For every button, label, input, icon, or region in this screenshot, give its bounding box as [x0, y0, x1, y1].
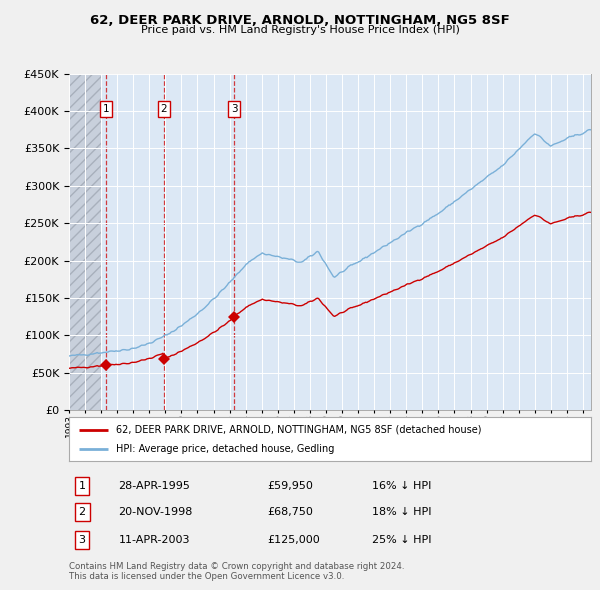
Text: £59,950: £59,950 [268, 481, 313, 491]
Text: Contains HM Land Registry data © Crown copyright and database right 2024.: Contains HM Land Registry data © Crown c… [69, 562, 404, 571]
Text: Price paid vs. HM Land Registry's House Price Index (HPI): Price paid vs. HM Land Registry's House … [140, 25, 460, 35]
Text: This data is licensed under the Open Government Licence v3.0.: This data is licensed under the Open Gov… [69, 572, 344, 581]
Text: 2: 2 [79, 507, 86, 517]
Text: 3: 3 [79, 535, 86, 545]
Text: £68,750: £68,750 [268, 507, 313, 517]
Text: £125,000: £125,000 [268, 535, 320, 545]
Text: 18% ↓ HPI: 18% ↓ HPI [372, 507, 431, 517]
Text: 3: 3 [231, 104, 238, 114]
Text: 2: 2 [160, 104, 167, 114]
Text: 1: 1 [79, 481, 86, 491]
Text: 11-APR-2003: 11-APR-2003 [119, 535, 190, 545]
Text: HPI: Average price, detached house, Gedling: HPI: Average price, detached house, Gedl… [116, 444, 334, 454]
Text: 62, DEER PARK DRIVE, ARNOLD, NOTTINGHAM, NG5 8SF (detached house): 62, DEER PARK DRIVE, ARNOLD, NOTTINGHAM,… [116, 425, 481, 434]
Text: 62, DEER PARK DRIVE, ARNOLD, NOTTINGHAM, NG5 8SF: 62, DEER PARK DRIVE, ARNOLD, NOTTINGHAM,… [90, 14, 510, 27]
Text: 1: 1 [103, 104, 110, 114]
Text: 25% ↓ HPI: 25% ↓ HPI [372, 535, 431, 545]
Text: 28-APR-1995: 28-APR-1995 [119, 481, 190, 491]
Text: 20-NOV-1998: 20-NOV-1998 [119, 507, 193, 517]
Text: 16% ↓ HPI: 16% ↓ HPI [372, 481, 431, 491]
